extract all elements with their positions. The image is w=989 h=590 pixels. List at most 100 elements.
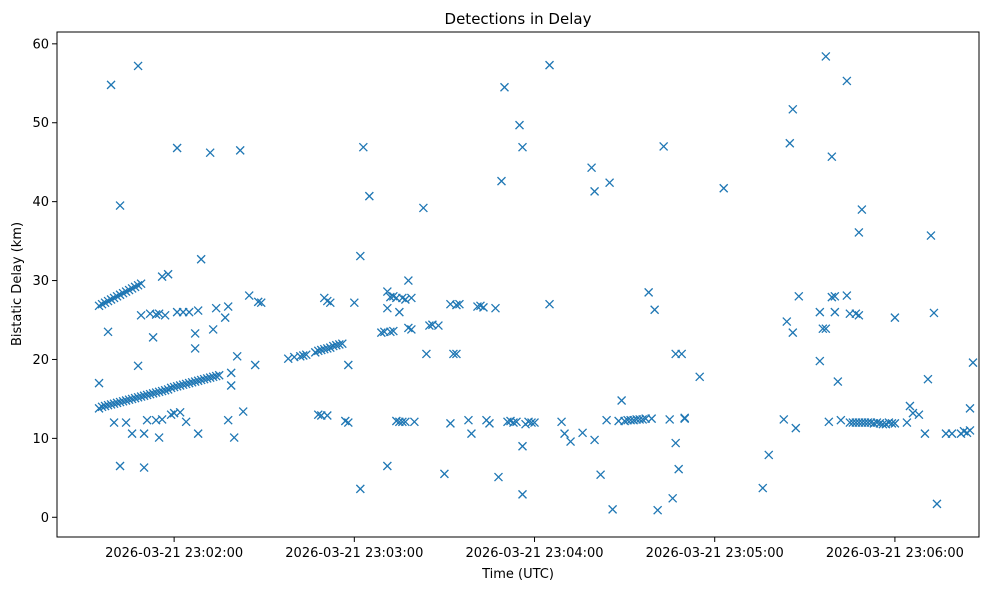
data-point	[256, 298, 266, 308]
data-point	[518, 441, 527, 451]
data-point	[527, 418, 536, 428]
data-point	[566, 437, 576, 446]
data-point	[602, 415, 612, 425]
data-point	[325, 298, 335, 308]
data-point	[190, 343, 200, 353]
data-point	[343, 418, 353, 428]
data-point	[947, 429, 957, 439]
data-point	[418, 203, 428, 213]
data-point	[337, 339, 347, 349]
data-point	[223, 302, 233, 312]
data-point	[617, 396, 627, 405]
data-point	[322, 343, 332, 353]
data-point	[788, 104, 798, 114]
data-point	[500, 82, 509, 92]
data-point	[424, 321, 434, 330]
data-point	[451, 349, 461, 359]
data-point	[818, 324, 828, 334]
data-point	[115, 201, 125, 211]
data-point	[518, 142, 527, 152]
data-point	[794, 291, 804, 301]
data-point	[322, 411, 332, 420]
data-point	[644, 287, 654, 297]
data-point	[193, 306, 203, 315]
x-axis-ticks: 2026-03-21 23:02:00 2026-03-21 23:03:00 20…	[105, 537, 964, 561]
data-point	[782, 317, 792, 327]
data-point	[596, 470, 606, 480]
data-point	[647, 414, 657, 424]
data-point	[109, 418, 119, 428]
data-point	[821, 324, 831, 334]
y-tick-label: 40	[32, 195, 49, 210]
data-point	[512, 417, 521, 427]
data-point	[244, 291, 254, 301]
data-point	[190, 328, 200, 338]
data-point	[821, 52, 831, 61]
data-point	[181, 417, 191, 427]
data-point	[890, 418, 900, 428]
data-point	[355, 251, 365, 261]
data-point	[515, 120, 524, 130]
data-point	[842, 291, 852, 301]
data-point	[638, 414, 648, 424]
data-point	[184, 307, 194, 317]
data-point	[196, 254, 206, 264]
x-tick-label: 2026-03-21 23:03:00	[285, 546, 423, 561]
data-point	[235, 145, 245, 155]
x-tick-label: 2026-03-21 23:04:00	[465, 546, 603, 561]
data-point	[833, 377, 843, 387]
data-point	[382, 461, 392, 471]
data-point	[226, 368, 236, 378]
y-tick-label: 10	[32, 432, 49, 447]
data-point	[163, 269, 173, 279]
data-point	[106, 80, 116, 90]
data-point	[406, 325, 416, 334]
data-point	[94, 378, 104, 388]
data-point	[403, 276, 413, 286]
data-point	[932, 499, 942, 509]
data-point	[388, 326, 398, 336]
data-point	[172, 143, 182, 153]
data-point	[175, 407, 185, 417]
data-point	[226, 381, 236, 390]
data-point	[545, 60, 554, 70]
data-point	[605, 178, 615, 188]
data-point	[650, 305, 660, 315]
data-point	[653, 505, 663, 515]
y-axis-label: Bistatic Delay (km)	[10, 222, 25, 346]
data-point	[349, 298, 359, 308]
data-point	[157, 272, 167, 282]
data-point	[674, 464, 684, 474]
data-point	[902, 418, 912, 428]
data-point	[208, 325, 218, 334]
data-point	[229, 433, 239, 443]
data-point	[758, 483, 768, 493]
y-tick-label: 0	[41, 511, 49, 526]
data-point	[764, 450, 774, 460]
data-point	[905, 401, 915, 411]
data-point	[590, 186, 600, 196]
data-point	[587, 163, 597, 173]
data-point	[151, 310, 161, 319]
data-point	[142, 415, 152, 425]
data-point	[791, 423, 801, 433]
data-point	[343, 360, 353, 370]
data-point	[409, 417, 419, 427]
data-point	[253, 297, 263, 307]
data-point	[136, 310, 146, 320]
data-point	[358, 142, 368, 152]
data-point	[557, 417, 567, 427]
data-point	[139, 463, 149, 473]
data-point	[497, 176, 506, 186]
y-tick-label: 30	[32, 274, 49, 289]
x-axis-label: Time (UTC)	[481, 567, 554, 582]
data-point	[545, 299, 554, 309]
data-point	[121, 418, 131, 428]
y-tick-label: 60	[32, 37, 49, 52]
data-point	[920, 429, 930, 439]
data-point	[211, 371, 221, 381]
data-point	[463, 415, 473, 425]
data-point	[842, 76, 852, 86]
data-point	[445, 418, 455, 428]
